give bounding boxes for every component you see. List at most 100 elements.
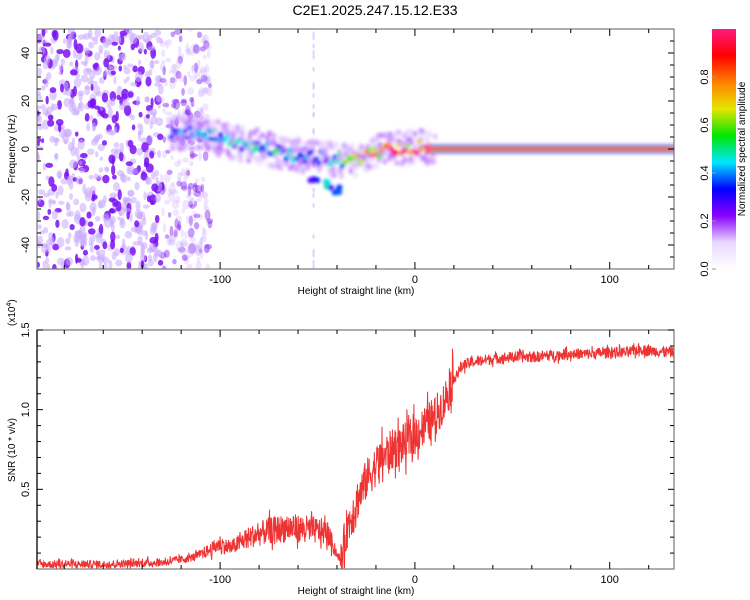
noise-speckle (180, 181, 188, 189)
noise-speckle (95, 151, 99, 158)
noise-speckle (168, 184, 177, 194)
ridge-blob (316, 160, 322, 166)
noise-speckle (120, 217, 124, 226)
noise-speckle (123, 67, 131, 75)
snr-y-multiplier: (x104) (6, 299, 18, 326)
noise-speckle (115, 234, 121, 240)
noise-speckle (52, 29, 59, 41)
colorbar-tick-label: 0.4 (699, 165, 711, 180)
noise-speckle (77, 34, 86, 40)
noise-speckle (49, 90, 57, 101)
noise-speckle (196, 256, 201, 264)
noise-speckle (101, 113, 109, 119)
noise-speckle (162, 107, 166, 113)
noise-speckle (109, 215, 117, 224)
noise-speckle (180, 229, 185, 238)
noise-speckle (159, 63, 166, 72)
noise-speckle (187, 70, 191, 78)
noise-speckle (198, 248, 203, 254)
noise-speckle (101, 256, 110, 264)
noise-speckle (62, 48, 71, 58)
noise-speckle (75, 51, 83, 61)
noise-speckle (162, 66, 166, 76)
noise-speckle (182, 255, 190, 260)
noise-speckle (73, 38, 78, 50)
noise-speckle (93, 85, 101, 96)
ridge-halo (206, 145, 212, 152)
noise-speckle (138, 34, 145, 40)
noise-speckle (37, 224, 42, 230)
noise-speckle (66, 211, 71, 217)
noise-speckle (180, 168, 186, 177)
noise-speckle (108, 197, 116, 203)
noise-speckle (52, 263, 57, 269)
noise-speckle (193, 182, 198, 188)
snr-x-ticks: -100 0 100 (63, 330, 650, 586)
noise-speckle (130, 33, 138, 45)
noise-speckle (203, 86, 209, 94)
ridge-blob (168, 134, 175, 140)
noise-speckle (203, 203, 207, 211)
chart-title: C2E1.2025.247.15.12.E33 (292, 2, 458, 18)
noise-speckle (206, 87, 213, 97)
noise-speckle (166, 238, 173, 246)
noise-speckle (312, 264, 315, 269)
noise-speckle (171, 199, 180, 210)
noise-speckle (172, 78, 179, 83)
noise-speckle (45, 162, 54, 168)
noise-speckle (110, 70, 116, 76)
noise-speckle (187, 186, 191, 197)
colorbar-ticks: 0.0 0.2 0.4 0.6 0.8 (699, 69, 716, 277)
noise-speckle (110, 239, 116, 250)
x-tick-label: 100 (601, 574, 619, 586)
ridge-halo (383, 149, 389, 156)
noise-speckle (38, 45, 46, 56)
noise-speckle (158, 96, 165, 104)
noise-speckle (51, 103, 59, 111)
noise-speckle (159, 173, 164, 183)
ridge-blob (393, 149, 399, 156)
noise-speckle (312, 111, 315, 117)
noise-speckle (194, 178, 199, 184)
noise-speckle (127, 91, 134, 98)
noise-speckle (79, 152, 88, 159)
ridge-halo (402, 156, 408, 163)
noise-speckle (107, 107, 113, 119)
noise-speckle (124, 29, 133, 34)
noise-speckle (100, 105, 104, 112)
noise-speckle (38, 195, 42, 203)
noise-speckle (149, 150, 155, 159)
noise-speckle (191, 210, 197, 222)
noise-speckle (171, 98, 180, 104)
noise-speckle (190, 236, 196, 244)
ridge-halo (412, 130, 418, 137)
spectrogram-x-axis-label: Height of straight line (km) (298, 286, 415, 297)
noise-speckle (131, 168, 139, 175)
noise-speckle (175, 240, 183, 252)
colorbar-ramp (712, 29, 736, 269)
noise-speckle (180, 185, 188, 191)
noise-speckle (204, 44, 213, 51)
noise-speckle (42, 39, 47, 44)
noise-speckle (161, 150, 167, 158)
noise-speckle (189, 50, 195, 56)
noise-speckle (176, 180, 183, 187)
noise-speckle (44, 42, 52, 47)
noise-speckle (89, 246, 95, 253)
noise-speckle (173, 98, 180, 110)
noise-speckle (69, 193, 74, 200)
noise-speckle (111, 41, 118, 46)
noise-speckle (179, 75, 185, 82)
noise-speckle (187, 106, 193, 118)
x-tick-label: -100 (209, 574, 231, 586)
ridge-halo (337, 168, 343, 175)
noise-speckle (99, 77, 105, 84)
noise-speckle (194, 62, 198, 74)
noise-speckle (154, 60, 160, 65)
noise-speckle (58, 70, 63, 76)
noise-speckle (194, 73, 198, 79)
ridge-blob (372, 146, 378, 152)
noise-speckle (180, 242, 184, 252)
noise-speckle (154, 232, 159, 243)
noise-speckle (110, 231, 116, 243)
